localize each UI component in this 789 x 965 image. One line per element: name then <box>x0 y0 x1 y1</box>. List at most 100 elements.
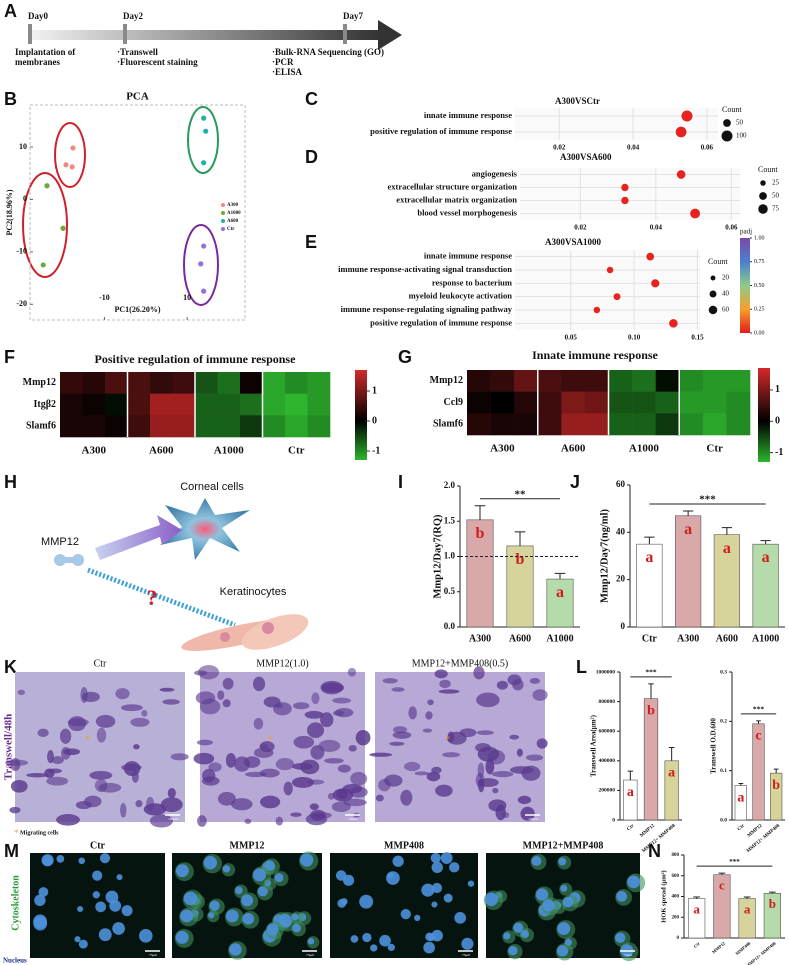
migrating-cell <box>259 795 281 809</box>
heat-cell <box>105 372 128 394</box>
side-label: Transwell/48h <box>3 714 15 780</box>
migrating-cell <box>384 774 403 787</box>
dot <box>690 208 701 219</box>
migrating-cell <box>193 752 215 765</box>
side-label: Cytoskeleton <box>10 875 21 931</box>
point <box>44 183 50 189</box>
migrating-cell <box>517 795 532 805</box>
y-tick-label: 400000 <box>599 758 616 764</box>
dot <box>646 252 655 261</box>
heat-cell <box>307 393 331 416</box>
timeline-tick <box>343 24 347 44</box>
heat-cell <box>127 415 151 438</box>
y-tick-label: 0.0 <box>444 621 456 631</box>
nucleus <box>105 890 119 904</box>
heat-cell <box>514 391 539 414</box>
nucleus <box>175 864 189 878</box>
panel-label: D <box>305 147 318 167</box>
timeline-tick <box>28 24 32 44</box>
bar-letter: b <box>476 525 485 542</box>
heat-cell <box>105 415 128 438</box>
image-title: MMP12+MMP408(0.5) <box>412 658 509 669</box>
error-bar <box>514 531 526 546</box>
nucleus <box>421 883 435 897</box>
migrating-cell <box>427 699 434 706</box>
legend-label: A1000 <box>227 211 241 216</box>
nucleus <box>56 854 65 863</box>
image-title: Ctr <box>94 658 107 669</box>
label: MMP12 <box>41 536 79 548</box>
migrating-cell <box>222 699 231 708</box>
y-tick-label: 200 <box>672 915 680 920</box>
chart-title: Positive regulation of immune response <box>95 352 297 366</box>
nucleus <box>33 914 48 929</box>
migrating-cell <box>162 699 180 705</box>
size-legend-label: 40 <box>722 290 730 298</box>
heat-cell <box>632 391 656 414</box>
migrating-cell <box>230 798 253 811</box>
heat-cell <box>561 413 586 436</box>
dot <box>681 110 693 122</box>
heat-cell <box>537 391 562 414</box>
bar-letter: a <box>627 785 634 800</box>
nucleus <box>95 901 107 913</box>
y-tick-label: 0.1 <box>720 768 727 774</box>
heat-cell <box>608 391 633 414</box>
y-axis-label: HOK spread (μm²) <box>660 870 667 922</box>
migrating-cell <box>529 677 541 684</box>
x-tick-label: Ctr <box>642 633 658 644</box>
heat-cell <box>679 391 704 414</box>
timeline-note: ·PCR <box>272 57 294 67</box>
category-label: angiogenesis <box>472 168 518 178</box>
x-tick-label: A300 <box>469 633 491 644</box>
migrating-cell <box>44 768 55 778</box>
heat-cell <box>702 370 727 392</box>
bar-letter: a <box>723 540 731 557</box>
cell-marker: * <box>268 734 273 745</box>
point <box>63 162 69 168</box>
y-tick-label: 800000 <box>599 699 616 705</box>
y-tick-label: -20 <box>16 299 27 308</box>
heat-cell <box>584 413 609 436</box>
nucleus <box>449 862 460 873</box>
point <box>203 128 209 134</box>
heat-cell <box>655 391 680 414</box>
group-label: Ctr <box>288 445 305 457</box>
migrating-cell <box>115 688 130 700</box>
migrating-cell <box>283 781 293 796</box>
x-tick-label: A1000 <box>752 633 779 644</box>
migrating-cell <box>195 691 216 705</box>
error-bar <box>760 540 771 545</box>
error-bar <box>769 891 776 894</box>
error-bar <box>668 746 675 761</box>
row-label: Slamf6 <box>433 418 463 429</box>
x-tick-label: 0.04 <box>627 144 640 152</box>
nucleus <box>616 890 628 902</box>
keratinocyte <box>241 614 309 650</box>
migrating-cell <box>331 801 351 813</box>
migrating-cell <box>60 746 71 760</box>
x-tick-label: Ctr <box>626 823 636 832</box>
migrating-cell <box>120 704 143 712</box>
migrating-cell <box>26 772 49 778</box>
x-tick-label: Ctr <box>737 823 747 832</box>
heat-cell <box>467 370 491 392</box>
migrating-cell <box>305 813 328 826</box>
y-tick-label: 600000 <box>599 728 616 734</box>
y-tick-label: 1.5 <box>444 515 456 525</box>
panel-label: K <box>4 657 17 677</box>
colorbar-label: -1 <box>775 447 783 458</box>
nucleus <box>175 930 189 944</box>
nucleus <box>627 875 641 889</box>
migrating-cell <box>244 818 252 824</box>
migrating-cell <box>426 771 441 782</box>
migrating-cell <box>217 791 236 806</box>
migrating-cell <box>425 711 433 720</box>
migrating-cell <box>477 778 499 787</box>
migrating-cell <box>473 666 485 680</box>
nucleus <box>203 856 218 870</box>
timeline-note: membranes <box>15 57 60 67</box>
heat-cell <box>217 372 241 394</box>
nucleus <box>560 884 568 892</box>
nucleus <box>78 857 86 865</box>
